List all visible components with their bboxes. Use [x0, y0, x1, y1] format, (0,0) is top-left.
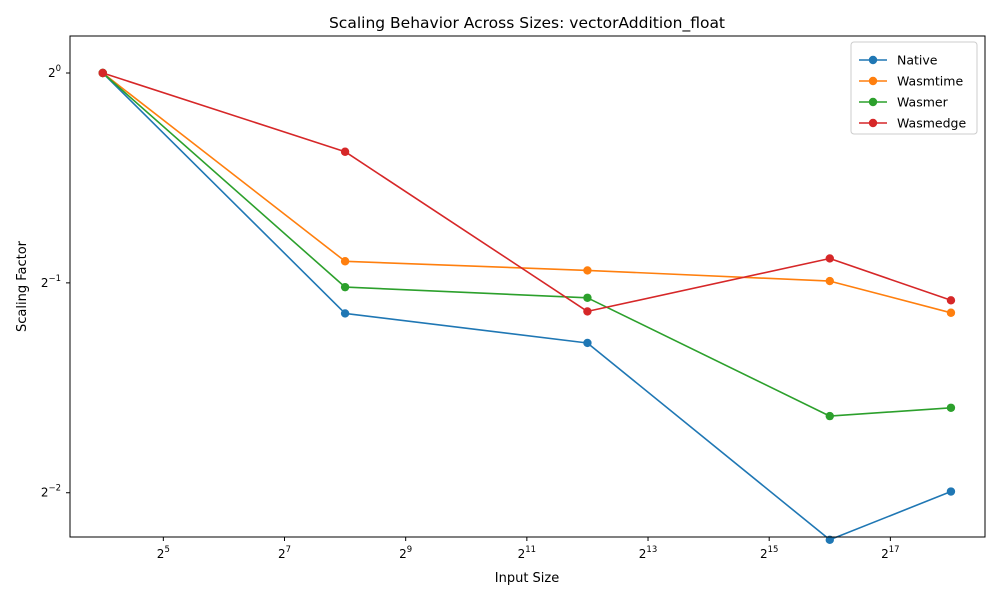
- y-tick-label: 20: [48, 64, 61, 80]
- y-axis-title: Scaling Factor: [15, 240, 30, 332]
- data-point-native: [340, 309, 350, 318]
- data-point-wasmedge: [98, 68, 107, 78]
- data-point-wasmtime: [583, 266, 592, 275]
- plot-area: [98, 68, 956, 545]
- data-point-wasmer: [583, 293, 592, 302]
- legend: Native Wasmtime Wasmer Wasmedge: [850, 41, 978, 135]
- x-tick-label: 25: [157, 545, 170, 561]
- data-point-wasmedge: [340, 147, 350, 156]
- x-tick-label: 29: [399, 545, 412, 561]
- data-point-wasmer: [825, 411, 834, 421]
- y-tick-label: 2−1: [41, 274, 61, 290]
- plot-frame: [69, 35, 986, 538]
- data-point-wasmtime: [825, 276, 834, 286]
- legend-label-native: Native: [897, 53, 938, 68]
- data-point-native: [825, 535, 834, 545]
- chart-title: Scaling Behavior Across Sizes: vectorAdd…: [329, 14, 725, 33]
- series-wasmedge: [98, 68, 956, 316]
- legend-marker-wasmtime: [868, 76, 878, 86]
- x-tick-label: 213: [639, 545, 657, 561]
- x-axis: 25 27 29 211 213 215 217: [157, 537, 900, 561]
- x-tick-label: 211: [518, 545, 536, 561]
- data-point-wasmedge: [583, 307, 592, 316]
- legend-marker-native: [868, 55, 878, 65]
- x-tick-label: 215: [760, 545, 778, 561]
- data-point-wasmer: [946, 403, 956, 412]
- y-axis: 20 2−1 2−2: [41, 64, 70, 500]
- y-tick-label: 2−2: [41, 484, 61, 500]
- data-point-wasmedge: [946, 296, 956, 305]
- legend-label-wasmtime: Wasmtime: [897, 74, 963, 89]
- legend-label-wasmer: Wasmer: [897, 95, 949, 110]
- legend-marker-wasmedge: [868, 118, 878, 128]
- x-tick-label: 27: [278, 545, 291, 561]
- data-point-wasmtime: [340, 257, 350, 266]
- data-point-native: [946, 487, 956, 496]
- x-axis-title: Input Size: [495, 571, 559, 586]
- data-point-wasmtime: [946, 308, 956, 317]
- data-point-native: [583, 338, 592, 348]
- legend-marker-wasmer: [868, 97, 878, 107]
- legend-label-wasmedge: Wasmedge: [897, 116, 966, 131]
- x-tick-label: 217: [881, 545, 899, 561]
- data-point-wasmedge: [825, 254, 834, 263]
- legend-frame: [850, 41, 978, 135]
- data-point-wasmer: [340, 282, 350, 292]
